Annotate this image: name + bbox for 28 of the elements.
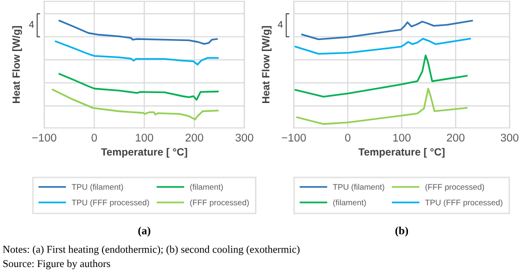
source-note: Source: Figure by authors (3, 260, 110, 270)
text: 4 (29, 21, 34, 28)
legend-label: (filament) (190, 184, 223, 192)
x-tick-label: 300 (500, 134, 518, 142)
text: Notes: (a) First heating (endothermic); (b) second cooling (exothermic) (2, 246, 300, 255)
y-axis-title: Heat Flow [W/g] (262, 26, 272, 103)
legend-label: (FFF processed) (425, 184, 484, 192)
x-tick-label: 300 (236, 134, 254, 142)
y-axis-title: Heat Flow [W/g] (12, 26, 22, 103)
x-tick-label: −100 (282, 134, 306, 142)
x-tick-label: 200 (446, 134, 464, 142)
legend-label: TPU (filament) (72, 184, 123, 192)
legend-label: (FFF processed) (190, 199, 249, 207)
x-tick-label: 100 (136, 134, 154, 142)
x-tick-label: 100 (393, 134, 411, 142)
text: (b) (395, 226, 408, 237)
legend-label: (filament) (333, 199, 366, 207)
x-tick-label: −100 (32, 134, 56, 142)
text: (a) (138, 226, 150, 237)
text: 4 (278, 21, 283, 28)
legend-label: TPU (filament) (332, 184, 384, 192)
x-axis-title: Temperature [ °C] (358, 148, 444, 158)
x-tick-label: 0 (92, 134, 97, 142)
legend-label: TPU (FFF processed) (425, 199, 502, 207)
legend-label: TPU (FFF processed) (72, 199, 149, 207)
x-tick-label: 200 (186, 134, 204, 142)
x-axis-title: Temperature [ °C] (101, 148, 188, 158)
x-tick-label: 0 (345, 134, 350, 142)
